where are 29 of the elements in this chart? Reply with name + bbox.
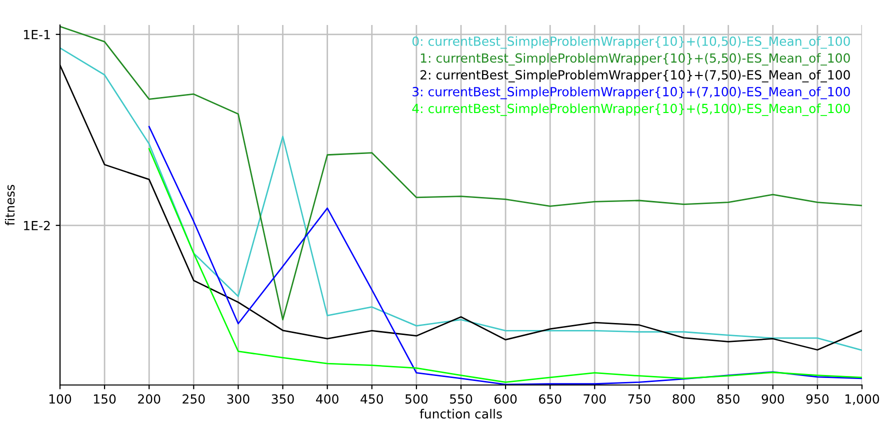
x-tick-label: 300 <box>227 394 250 404</box>
y-tick-label: 1E-2 <box>24 220 50 230</box>
x-axis-title: function calls <box>420 408 502 419</box>
x-tick-label: 250 <box>182 394 205 404</box>
x-tick-label: 750 <box>628 394 650 404</box>
x-tick-label: 650 <box>539 394 562 404</box>
x-tick-label: 900 <box>762 394 784 404</box>
x-tick-label: 550 <box>450 394 472 404</box>
x-tick-label: 700 <box>584 394 606 404</box>
x-tick-label: 400 <box>316 394 338 404</box>
x-tick-label: 200 <box>138 394 160 404</box>
x-tick-label: 950 <box>806 394 829 404</box>
x-tick-label: 800 <box>672 394 695 404</box>
text: 0: currentBest_SimpleProblemWrapper{10}+(10,50)-ES_Mean_of_100 <box>412 36 850 49</box>
x-tick-label: 500 <box>405 394 428 404</box>
text: 2: currentBest_SimpleProblemWrapper{10}+(7,50)-ES_Mean_of_100 <box>420 70 850 82</box>
line-series <box>60 26 862 320</box>
x-tick-label: 100 <box>49 394 72 404</box>
x-tick-label: 1,000 <box>845 394 880 405</box>
x-tick-label: 350 <box>272 394 294 404</box>
x-tick-label: 450 <box>360 394 383 404</box>
text: 1: currentBest_SimpleProblemWrapper{10}+(5,50)-ES_Mean_of_100 <box>420 53 850 66</box>
x-tick-label: 150 <box>94 394 116 404</box>
x-tick-label: 850 <box>717 394 740 404</box>
y-axis-title: fitness <box>5 184 15 226</box>
y-tick-label: 1E-1 <box>24 30 50 40</box>
text: 3: currentBest_SimpleProblemWrapper{10}+(7,100)-ES_Mean_of_100 <box>412 86 850 100</box>
text: 4: currentBest_SimpleProblemWrapper{10}+(5,100)-ES_Mean_of_100 <box>412 104 850 116</box>
x-tick-label: 600 <box>494 394 517 404</box>
